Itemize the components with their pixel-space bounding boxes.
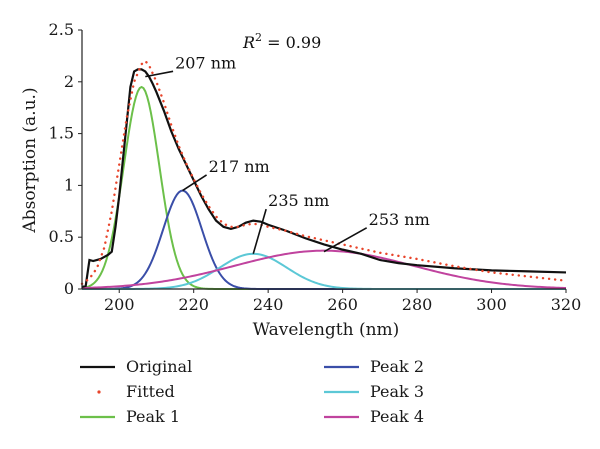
annotation-leader-line (323, 227, 368, 253)
legend-item-original: Original (80, 357, 192, 376)
legend-item-fitted: Fitted (97, 382, 175, 401)
x-tick-label: 220 (178, 295, 209, 314)
r-squared-label: R2 = 0.99 (242, 31, 321, 52)
y-tick-label: 1.5 (49, 124, 74, 143)
legend-label: Peak 2 (370, 357, 424, 376)
series-layer (80, 59, 568, 290)
x-axis-label: Wavelength (nm) (253, 320, 400, 340)
y-tick-label: 2.5 (49, 20, 74, 39)
annotation-label: 253 nm (369, 210, 430, 229)
y-axis-label: Absorption (a.u.) (20, 87, 40, 233)
annotation-leader-line (252, 208, 267, 254)
y-tick-label: 0 (64, 279, 74, 298)
legend-item-peak-4: Peak 4 (324, 407, 424, 426)
legend-swatch (97, 390, 101, 394)
legend-label: Original (126, 357, 192, 376)
x-tick-label: 260 (327, 295, 358, 314)
annotation-leader-line (182, 174, 208, 192)
legend-label: Peak 1 (126, 407, 180, 426)
series-peak-1-line (81, 85, 566, 290)
series-original-line (81, 68, 567, 288)
y-tick-label: 0.5 (49, 227, 74, 246)
annotation-leader-line (145, 70, 174, 78)
annotations: 207 nm 217 nm 235 nm 253 nm (145, 53, 430, 254)
y-tick-label: 2 (64, 72, 74, 91)
legend-label: Fitted (126, 382, 175, 401)
annotation-label: 207 nm (175, 53, 236, 72)
legend-item-peak-3: Peak 3 (324, 382, 424, 401)
axes: 200 220 240 260 280 300 320 0 0.5 1 1.5 2 2.5 (49, 20, 582, 314)
y-tick-label: 1 (64, 175, 74, 194)
x-tick-label: 280 (402, 295, 433, 314)
x-tick-label: 200 (104, 295, 135, 314)
annotation-label: 217 nm (209, 157, 270, 176)
series-peak-4-line (81, 249, 567, 290)
legend-item-peak-2: Peak 2 (324, 357, 424, 376)
legend: Original Fitted Peak 1 Peak 2 Peak 3 Peak 4 (80, 357, 424, 426)
x-tick-label: 320 (551, 295, 582, 314)
annotation-label: 235 nm (268, 191, 329, 210)
legend-label: Peak 3 (370, 382, 424, 401)
legend-item-peak-1: Peak 1 (80, 407, 180, 426)
series-fitted-line (80, 59, 568, 286)
x-tick-label: 300 (476, 295, 507, 314)
x-tick-label: 240 (253, 295, 284, 314)
legend-label: Peak 4 (370, 407, 424, 426)
